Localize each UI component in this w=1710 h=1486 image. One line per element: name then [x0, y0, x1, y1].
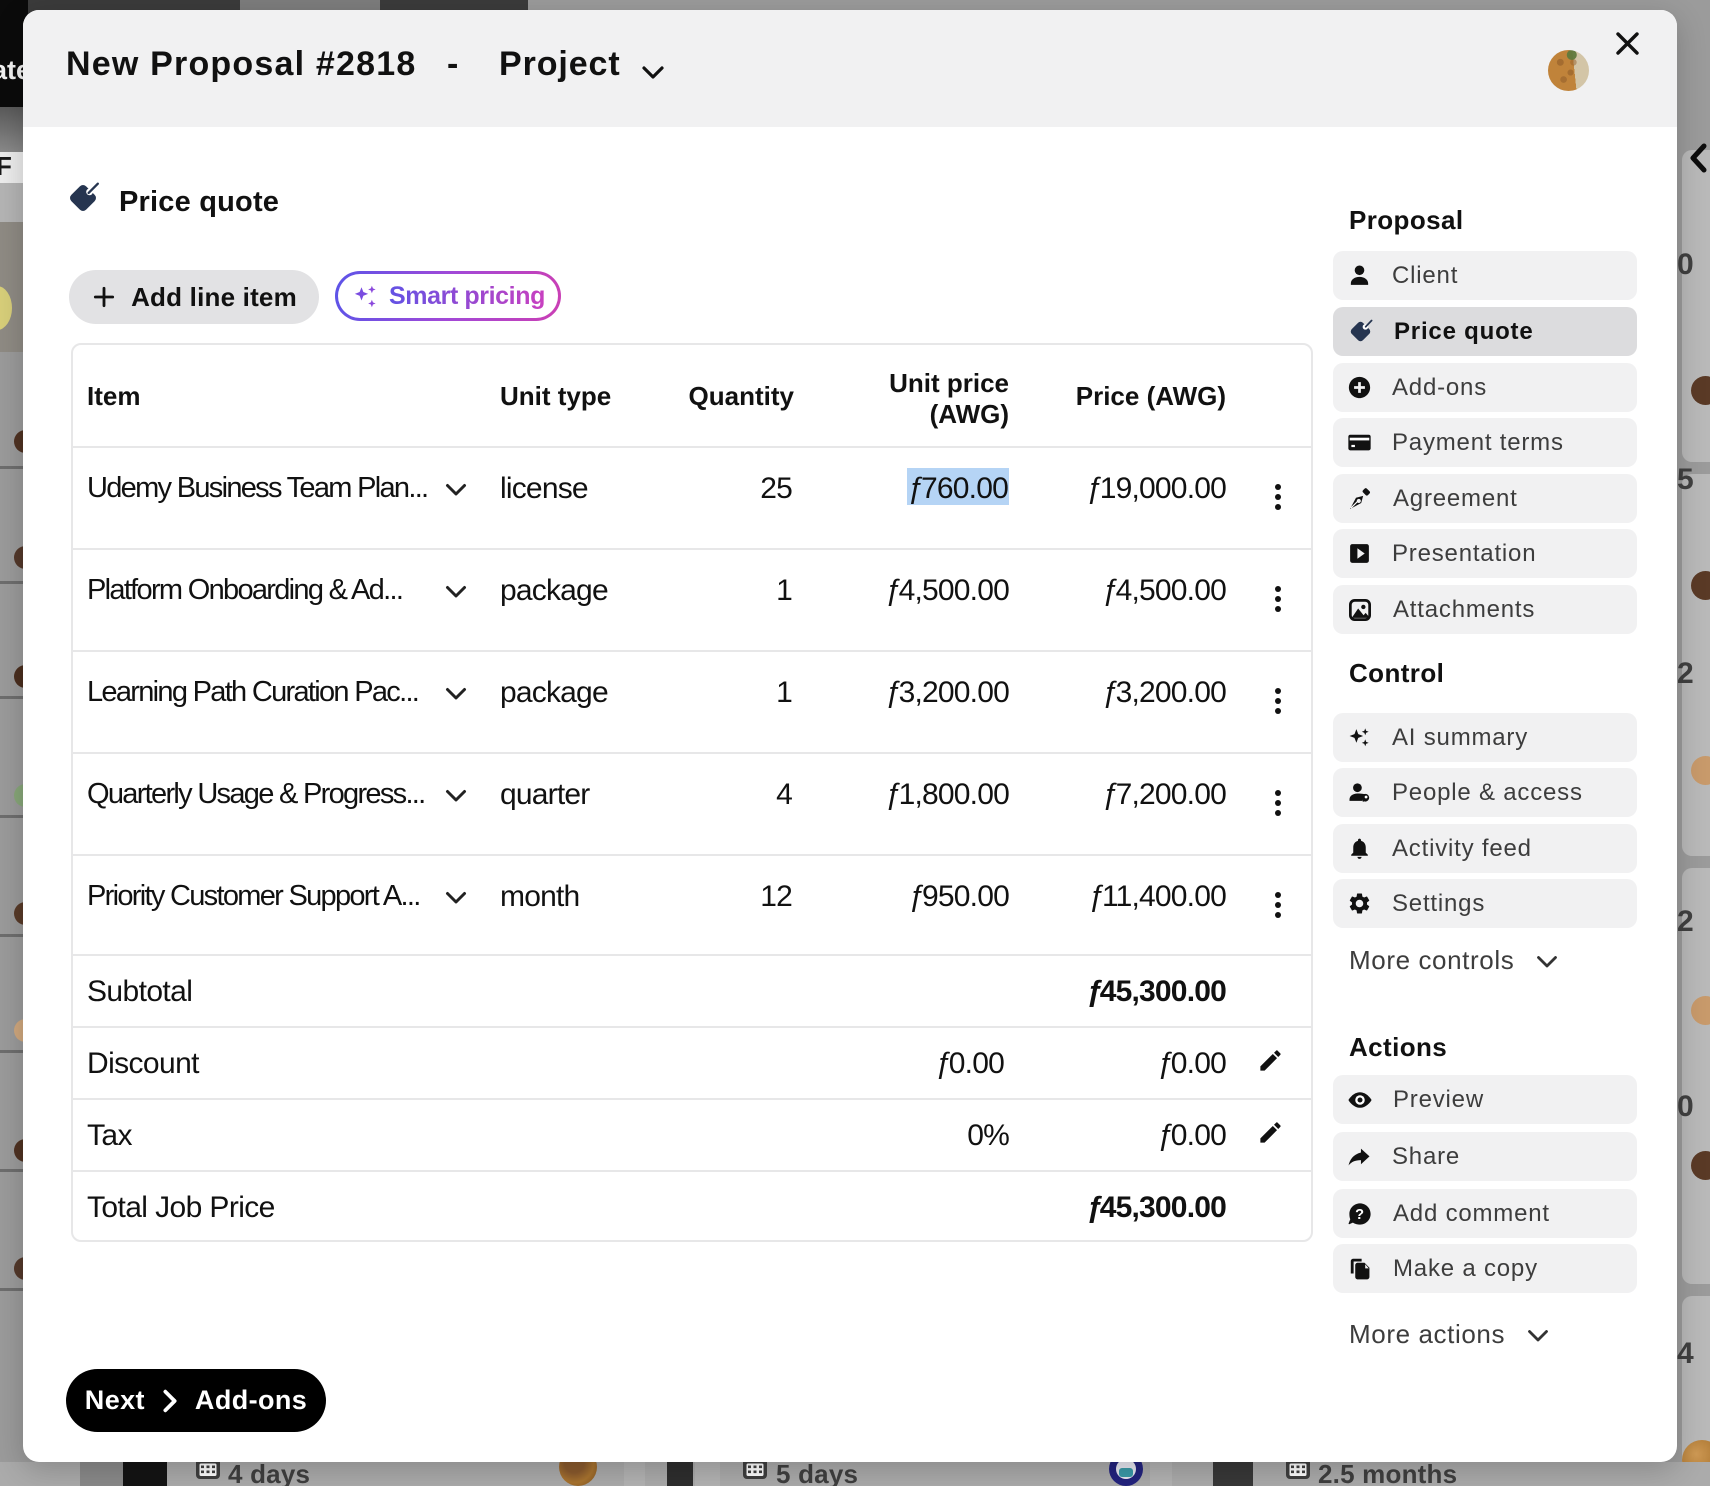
svg-text:?: ?: [1355, 1206, 1365, 1222]
